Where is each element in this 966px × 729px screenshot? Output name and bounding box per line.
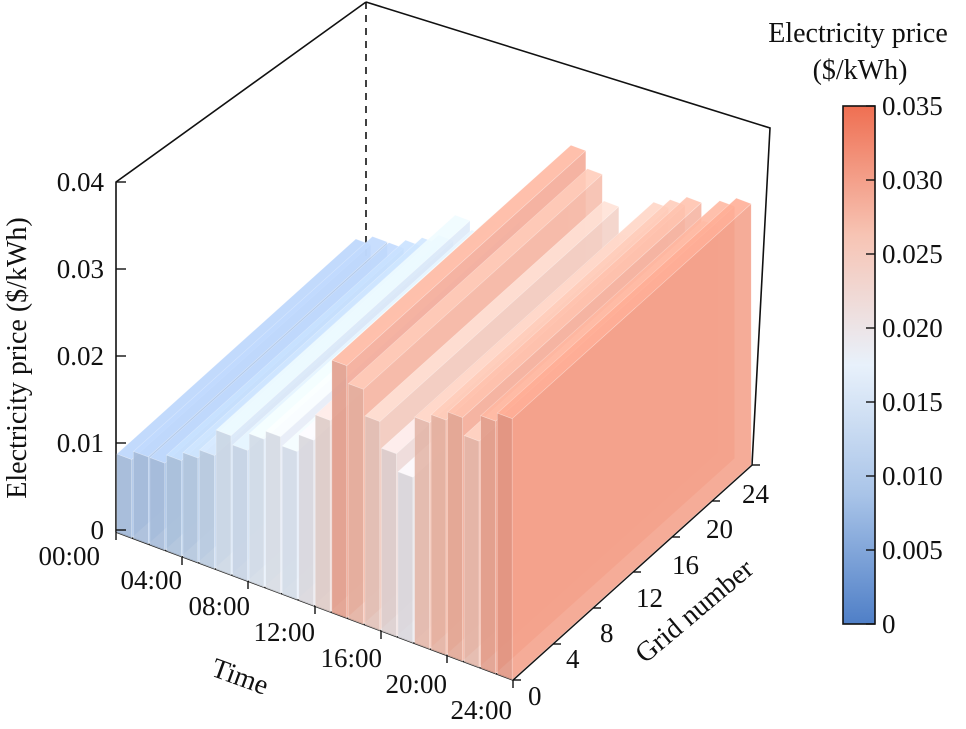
x-tick-6: 24:00 — [450, 695, 512, 725]
bar-22-front-face — [480, 415, 496, 674]
x-tick-1: 04:00 — [120, 565, 182, 595]
bar-7-front-face — [232, 444, 248, 582]
x-tick-5: 20:00 — [385, 669, 447, 699]
x-tick-0: 00:00 — [38, 541, 100, 571]
cb-tick-4: 0.020 — [882, 313, 943, 343]
x-axis-ticks — [115, 532, 514, 688]
z-tick-4: 0.04 — [57, 167, 105, 197]
bar-2-front-face — [149, 457, 166, 551]
z-tick-0: 0 — [91, 515, 105, 545]
bar-18-front-face — [414, 416, 430, 650]
bar-5-front-face — [199, 449, 215, 570]
cb-tick-7: 0.035 — [882, 91, 943, 121]
y-tick-0: 0 — [528, 681, 542, 711]
bar-15-front-face — [364, 415, 381, 631]
y-tick-2: 8 — [600, 618, 614, 648]
bar-13-front-face — [331, 359, 348, 619]
bar-1-front-face — [133, 451, 149, 545]
bars-group — [116, 144, 752, 681]
bar-9-front-face — [265, 430, 281, 594]
bar-4-front-face — [182, 452, 199, 563]
colorbar-title-line1: Electricity price — [768, 18, 948, 49]
bar-23-side-face — [511, 203, 752, 681]
bar-11-front-face — [298, 434, 315, 607]
y-tick-6: 24 — [742, 479, 770, 509]
colorbar-ticks — [866, 105, 875, 625]
top-right-edge — [365, 1, 771, 466]
z-axis-ticks — [116, 181, 126, 531]
colorbar-title-line2: ($/kWh) — [813, 55, 908, 86]
z-tick-1: 0.01 — [57, 428, 104, 458]
z-axis-title: Electricity price ($/kWh) — [2, 217, 33, 498]
y-axis-ticks — [513, 464, 760, 681]
bar-23-front-face — [496, 412, 513, 681]
cb-tick-2: 0.010 — [882, 461, 943, 491]
cb-tick-5: 0.025 — [882, 239, 943, 269]
cb-tick-1: 0.005 — [882, 535, 943, 565]
bar-12-front-face — [314, 414, 331, 613]
bar-14-front-face — [348, 383, 364, 625]
bar-3-front-face — [166, 454, 182, 557]
bar-6-front-face — [215, 429, 232, 576]
y-tick-4: 16 — [672, 550, 699, 580]
y-tick-1: 4 — [566, 644, 580, 674]
cb-tick-6: 0.030 — [882, 165, 943, 195]
y-tick-3: 12 — [636, 583, 663, 613]
bar-21-front-face — [463, 435, 480, 668]
y-tick-5: 20 — [706, 514, 733, 544]
bar-8-front-face — [248, 433, 265, 588]
colorbar — [842, 105, 876, 625]
bar-19-front-face — [430, 414, 447, 656]
z-tick-2: 0.02 — [57, 341, 104, 371]
x-axis-title: Time — [207, 653, 272, 702]
bar-23 — [496, 197, 752, 681]
bar-20-front-face — [447, 411, 463, 662]
bar-16-front-face — [381, 447, 397, 637]
bar-10-front-face — [281, 445, 298, 600]
cb-tick-3: 0.015 — [882, 387, 943, 417]
x-tick-3: 12:00 — [253, 617, 315, 647]
bar-17-front-face — [397, 471, 414, 644]
cb-tick-0: 0 — [882, 609, 896, 639]
bar-0-front-face — [116, 453, 132, 539]
z-tick-3: 0.03 — [57, 254, 104, 284]
x-tick-2: 08:00 — [188, 591, 250, 621]
x-tick-4: 16:00 — [320, 643, 382, 673]
